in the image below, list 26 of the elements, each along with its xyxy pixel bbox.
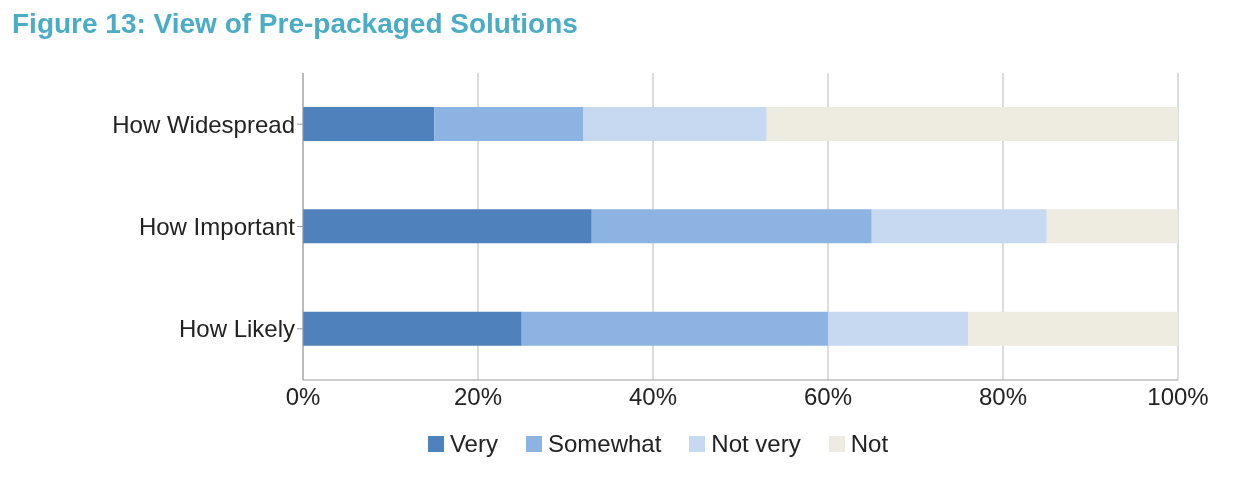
legend-label: Not very xyxy=(711,430,801,458)
bar xyxy=(583,107,767,141)
bar xyxy=(968,311,1178,346)
bar xyxy=(303,209,592,244)
legend-label: Very xyxy=(449,430,498,458)
bar xyxy=(766,107,1178,141)
x-tick-label: 80% xyxy=(978,383,1028,411)
bar xyxy=(434,107,583,141)
bar xyxy=(303,311,522,346)
bar xyxy=(871,209,1047,244)
x-tick-label: 0% xyxy=(285,383,321,411)
legend-label: Somewhat xyxy=(547,430,662,458)
x-tick-label: 60% xyxy=(803,383,853,411)
y-tick-label: How Likely xyxy=(178,315,295,343)
bar xyxy=(591,209,872,244)
bar xyxy=(828,311,968,346)
legend-label: Not xyxy=(850,430,889,458)
bar xyxy=(303,107,435,141)
x-tick-label: 100% xyxy=(1147,383,1209,411)
chart-title: Figure 13: View of Pre-packaged Solutions xyxy=(12,8,579,41)
y-tick-label: How Important xyxy=(138,213,296,241)
bar xyxy=(1046,209,1178,244)
x-tick-label: 20% xyxy=(453,383,503,411)
bar xyxy=(521,311,828,346)
x-tick-label: 40% xyxy=(628,383,678,411)
y-tick-label: How Widespread xyxy=(112,110,295,138)
